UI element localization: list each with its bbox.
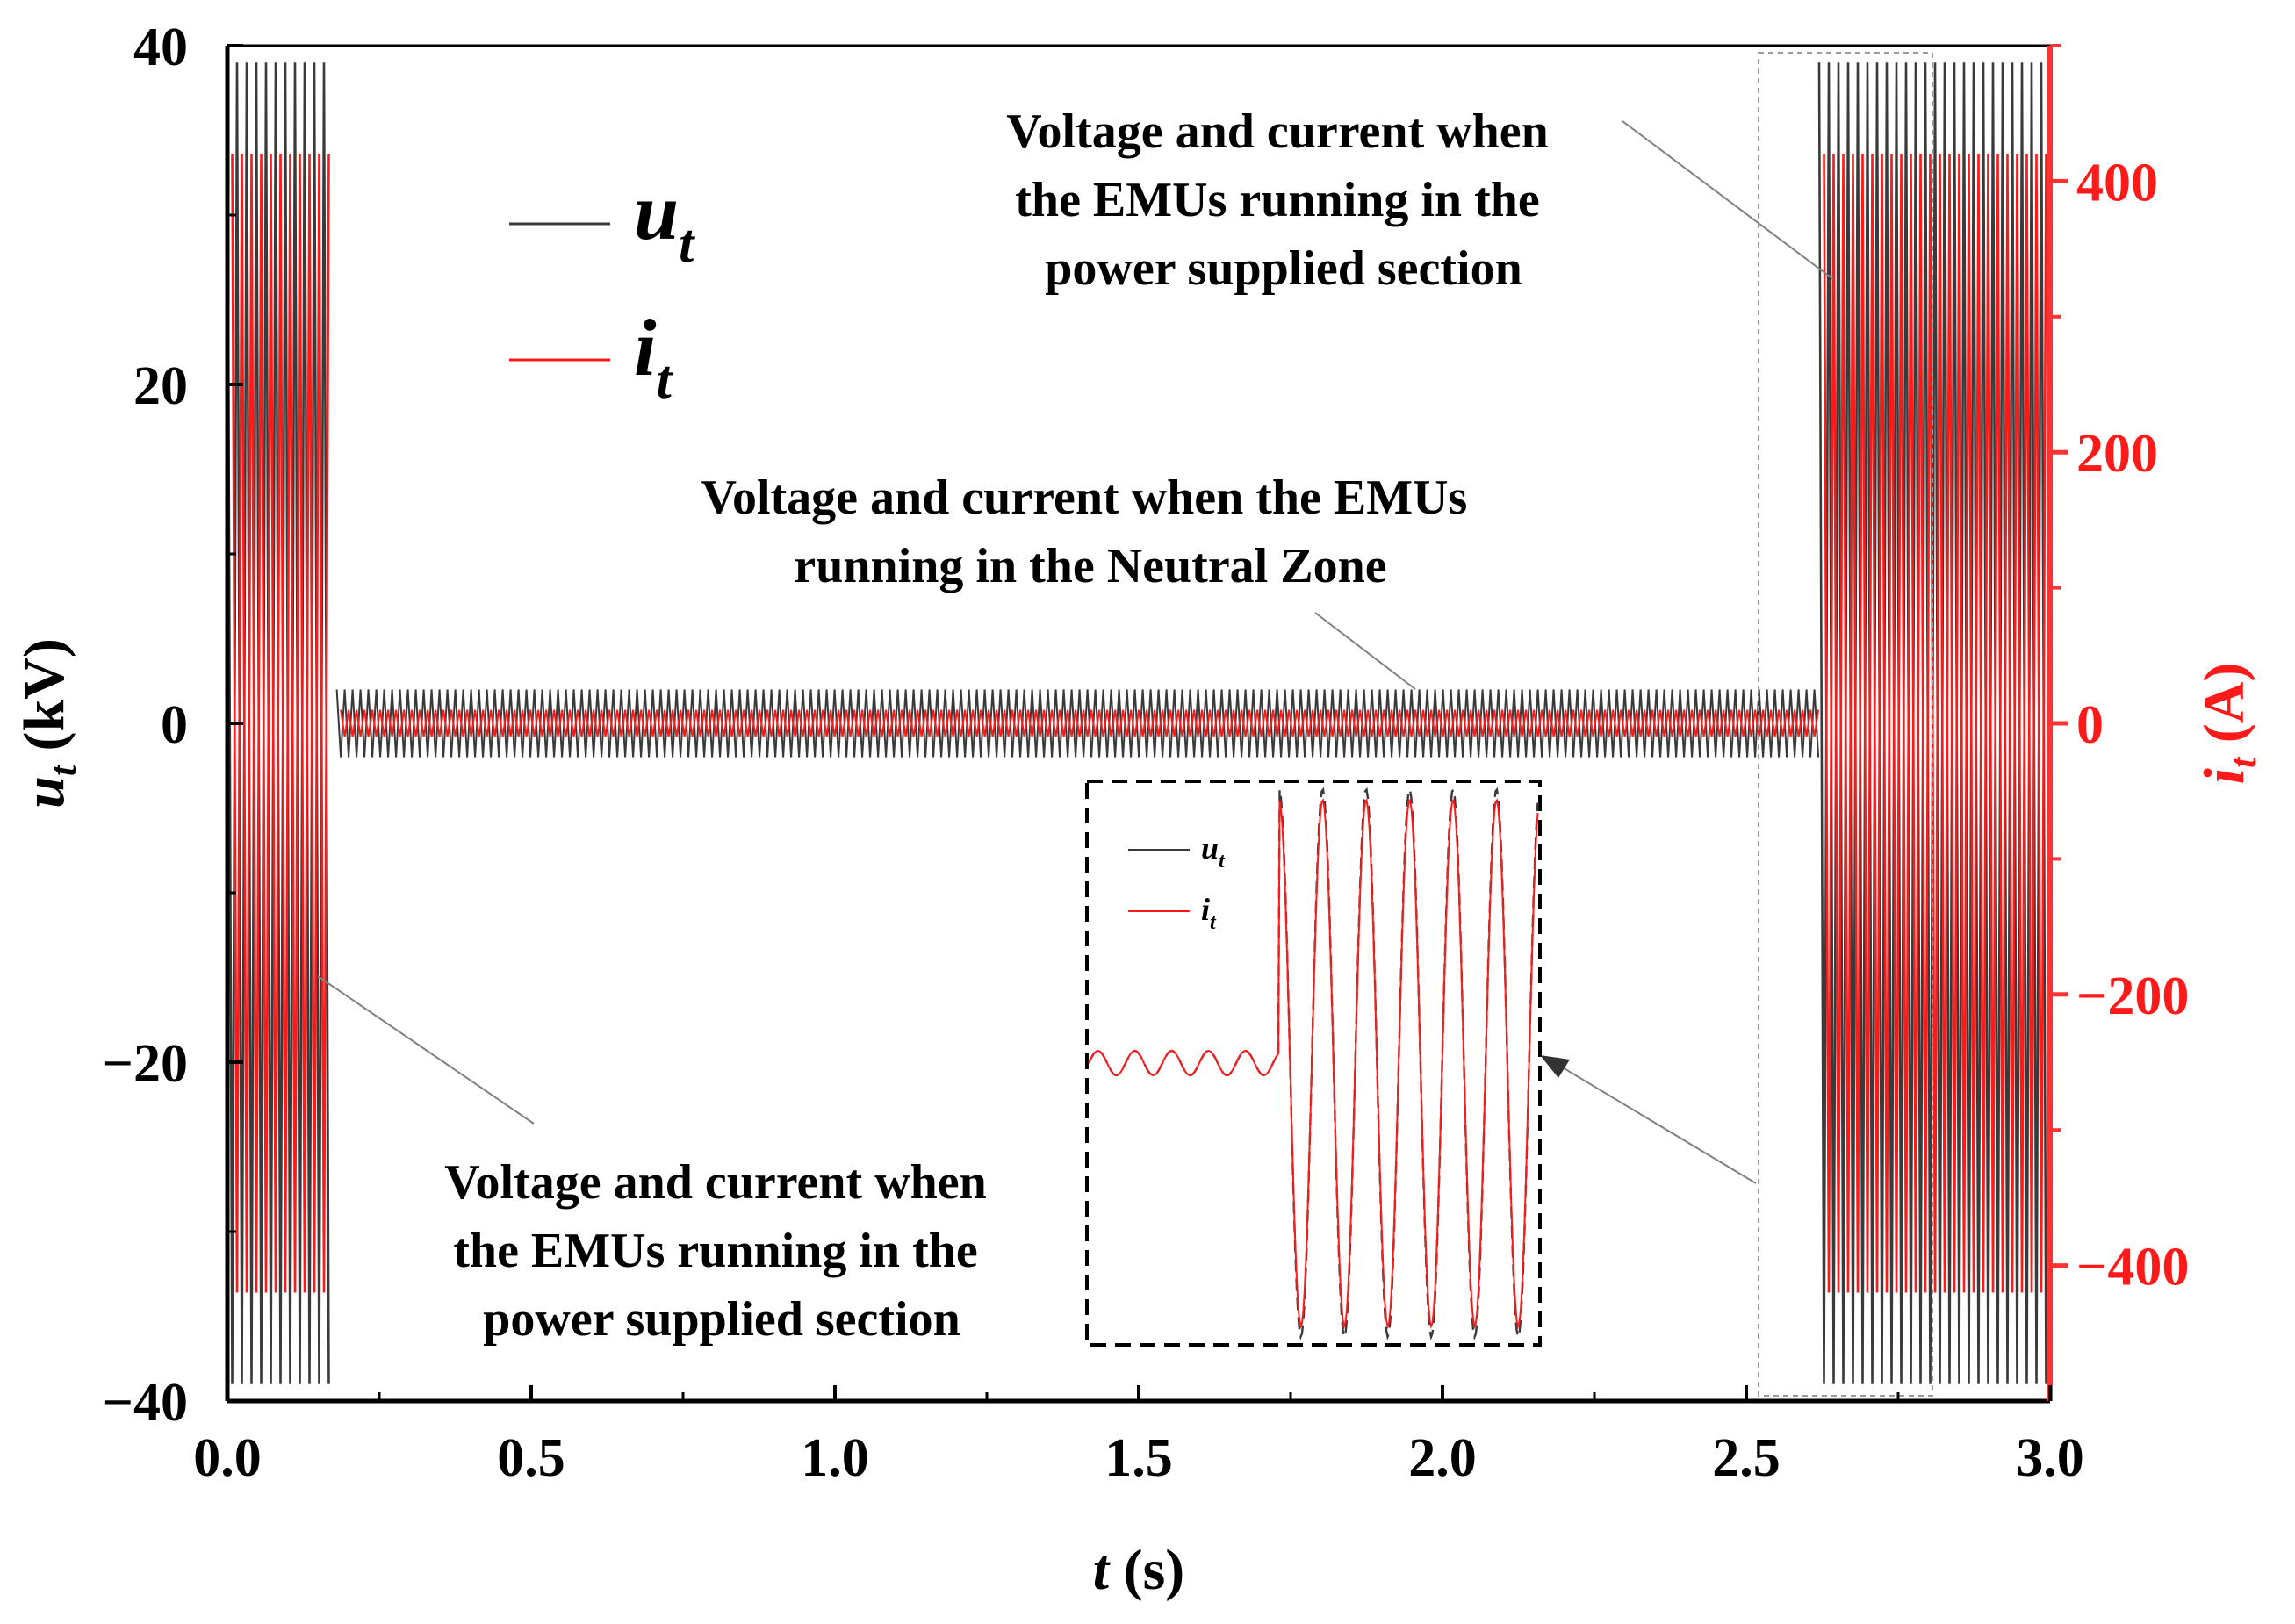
- left-y-axis-title: ut (kV): [12, 638, 84, 808]
- legend-current-label: it: [634, 303, 673, 410]
- right-y-ticks: 400 200 0 −200 −400: [2050, 44, 2189, 1297]
- y-right-tick-label: 0: [2076, 695, 2104, 755]
- annotation-right-section: Voltage and current when the EMUs runnin…: [1006, 104, 1561, 296]
- x-tick-label: 2.5: [1712, 1428, 1781, 1488]
- y-left-tick-label: 0: [161, 695, 188, 755]
- x-tick-label: 3.0: [2016, 1428, 2084, 1488]
- y-right-tick-label: −400: [2076, 1238, 2189, 1297]
- leader-line-right: [1622, 120, 1834, 280]
- x-tick-label: 2.0: [1408, 1428, 1477, 1488]
- annotation-neutral-zone: Voltage and current when the EMUs runnin…: [701, 471, 1480, 593]
- legend-voltage-label: ut: [634, 167, 695, 274]
- inset-arrowhead: [1540, 1055, 1570, 1078]
- inset: ut it: [1085, 780, 1542, 1347]
- inset-frame: [1085, 780, 1542, 1347]
- inset-legend-current-label: it: [1201, 892, 1217, 934]
- y-left-tick-label: 40: [133, 18, 188, 77]
- y-left-tick-label: −20: [103, 1034, 188, 1094]
- leader-line-inset: [1556, 1063, 1757, 1184]
- leader-line-left: [317, 975, 535, 1125]
- zoom-region-box: [1758, 52, 1933, 1397]
- x-tick-label: 0.5: [497, 1428, 565, 1488]
- series-line-i_t: [1823, 154, 2047, 1293]
- y-left-tick-label: −40: [103, 1373, 188, 1433]
- x-axis-title: t (s): [1093, 1538, 1185, 1602]
- inset-series-line-i_t: [1088, 798, 1539, 1330]
- x-tick-label: 1.0: [801, 1428, 869, 1488]
- y-right-tick-label: −200: [2076, 966, 2189, 1026]
- series-line-i_t: [340, 709, 1820, 737]
- x-tick-label: 1.5: [1104, 1428, 1173, 1488]
- y-left-tick-label: 20: [133, 356, 188, 416]
- y-right-tick-label: 200: [2076, 424, 2158, 484]
- y-right-tick-label: 400: [2076, 153, 2158, 212]
- annotation-left-section: Voltage and current when the EMUs runnin…: [444, 1155, 999, 1347]
- left-y-ticks: 40 20 0 −20 −40: [103, 18, 243, 1433]
- inset-waveforms: [1087, 787, 1539, 1340]
- x-tick-label: 0.0: [193, 1428, 262, 1488]
- x-ticks: 0.0 0.5 1.0 1.5 2.0 2.5 3.0: [193, 1385, 2084, 1488]
- leader-line-neutral: [1314, 612, 1416, 690]
- legend: ut it: [509, 167, 695, 410]
- series-line-i_t: [231, 154, 330, 1293]
- inset-legend-voltage-label: ut: [1201, 830, 1226, 873]
- right-y-axis-title: it (A): [2192, 663, 2264, 785]
